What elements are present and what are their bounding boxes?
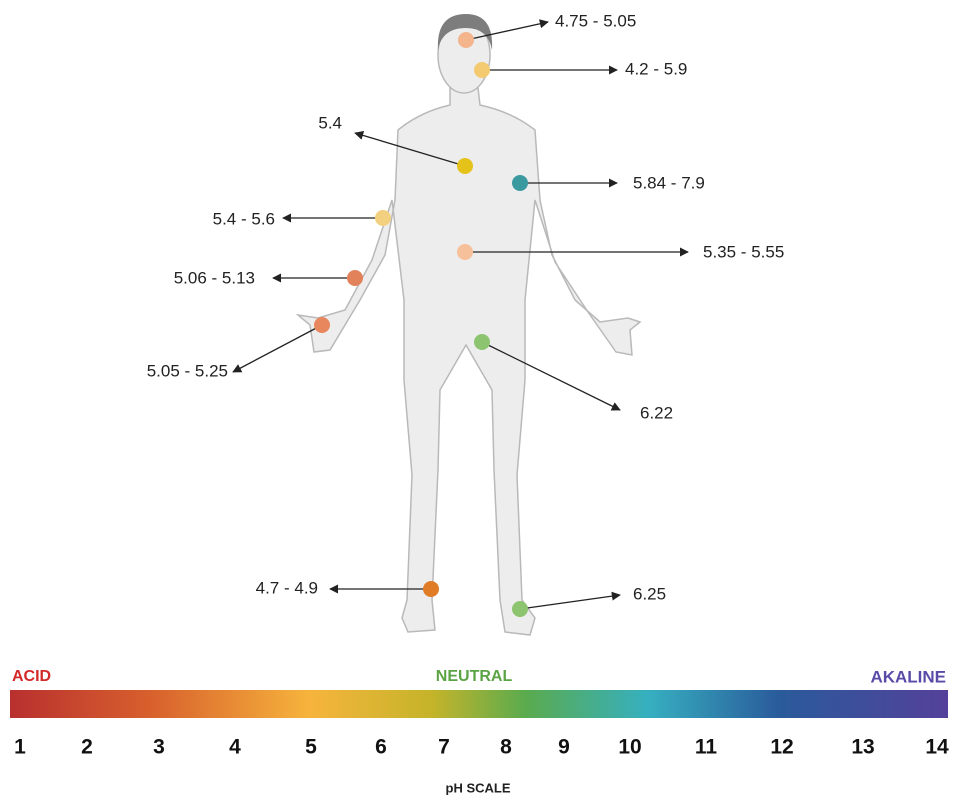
ph-tick-label: 1 (14, 736, 26, 759)
diagram: 4.75 - 5.05 4.2 - 5.9 5.4 5.84 - 7.9 5.4 - 5… (0, 0, 963, 799)
human-figure (298, 14, 640, 635)
ph-gradient-bar (10, 690, 948, 718)
ph-tick-label: 8 (500, 736, 512, 759)
scale-title: pH SCALE (446, 780, 511, 795)
ph-tick-label: 14 (925, 736, 949, 759)
measure-point (457, 158, 473, 174)
measure-point (474, 334, 490, 350)
ph-range-label: 5.4 (318, 113, 342, 132)
arrow (520, 595, 620, 609)
ph-tick-label: 12 (770, 736, 793, 759)
measure-point (474, 62, 490, 78)
ph-tick-label: 2 (81, 736, 93, 759)
ph-tick-label: 11 (695, 736, 718, 759)
ph-range-label: 4.7 - 4.9 (256, 578, 318, 597)
ph-range-label: 4.2 - 5.9 (625, 59, 687, 78)
measure-point (512, 601, 528, 617)
ph-range-label: 4.75 - 5.05 (555, 11, 636, 30)
acid-label: ACID (12, 668, 51, 685)
ph-tick-label: 4 (229, 736, 241, 759)
ph-range-label: 5.84 - 7.9 (633, 173, 705, 192)
ph-range-label: 5.4 - 5.6 (213, 209, 275, 228)
ph-tick-label: 3 (153, 736, 165, 759)
ph-tick-label: 6 (375, 736, 387, 759)
ph-tick-label: 9 (558, 736, 570, 759)
ph-tick-label: 5 (305, 736, 317, 759)
ph-range-label: 5.35 - 5.55 (703, 242, 784, 261)
ph-range-label: 6.22 (640, 403, 673, 422)
measure-point (423, 581, 439, 597)
measure-point (314, 317, 330, 333)
ph-range-label: 6.25 (633, 584, 666, 603)
arrow (233, 325, 322, 372)
ph-tick-label: 13 (851, 736, 874, 759)
measure-point (375, 210, 391, 226)
ph-tick-label: 7 (438, 736, 450, 759)
measure-point (458, 32, 474, 48)
neutral-label: NEUTRAL (436, 668, 513, 685)
ph-range-label: 5.06 - 5.13 (174, 268, 255, 287)
measure-point (347, 270, 363, 286)
measure-point (512, 175, 528, 191)
measure-point (457, 244, 473, 260)
page: 4.75 - 5.05 4.2 - 5.9 5.4 5.84 - 7.9 5.4 - 5… (0, 0, 963, 799)
ph-range-label: 5.05 - 5.25 (147, 361, 228, 380)
ph-tick-label: 10 (618, 736, 641, 759)
alkaline-label: AKALINE (870, 667, 946, 686)
